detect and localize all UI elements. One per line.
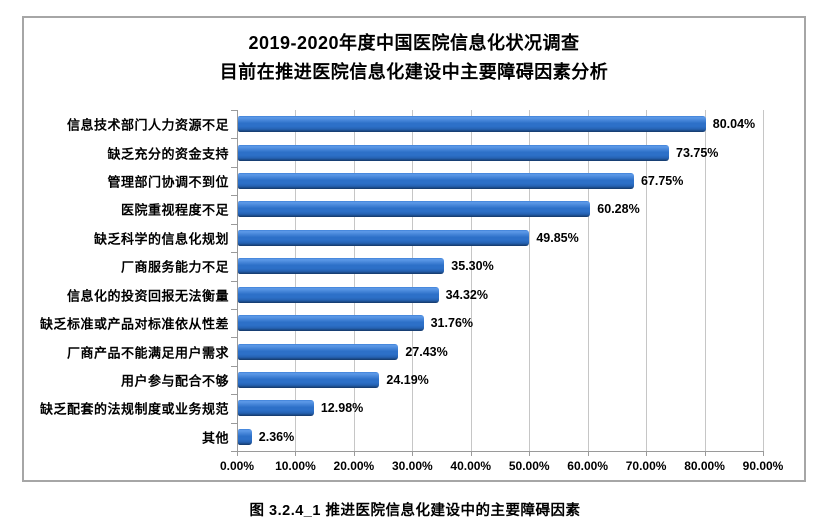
category-label: 管理部门协调不到位 (107, 174, 229, 190)
gridline (470, 110, 472, 451)
chart-title: 2019-2020年度中国医院信息化状况调查 目前在推进医院信息化建设中主要障碍… (24, 29, 804, 87)
value-label: 27.43% (405, 344, 448, 359)
bar-row: 信息化的投资回报无法衡量 34.32% (67, 281, 763, 309)
bar-row: 用户参与配合不够 24.19% (121, 366, 763, 394)
figure-caption: 图 3.2.4_1 推进医院信息化建设中的主要障碍因素 (249, 503, 581, 519)
category-label: 用户参与配合不够 (120, 373, 229, 389)
x-tick-mark (353, 451, 355, 456)
y-tick-mark (231, 223, 237, 225)
bar-row: 缺乏配套的法规制度或业务规范 12.98% (40, 394, 763, 422)
chart-frame: 2019-2020年度中国医院信息化状况调查 目前在推进医院信息化建设中主要障碍… (22, 16, 806, 482)
x-tick-mark (470, 451, 472, 456)
value-label: 73.75% (676, 145, 719, 160)
value-label: 49.85% (536, 230, 579, 245)
bar-row: 缺乏充分的资金支持 73.75% (107, 138, 763, 166)
bar (238, 116, 706, 133)
gridline (704, 110, 706, 451)
y-tick-mark (231, 422, 237, 424)
category-label: 医院重视程度不足 (120, 202, 229, 218)
bar (238, 371, 380, 388)
value-label: 60.28% (597, 202, 640, 217)
bar (238, 286, 439, 303)
chart-title-line1: 2019-2020年度中国医院信息化状况调查 (248, 33, 580, 53)
bar-row: 其他 2.36% (202, 423, 763, 451)
value-label: 12.98% (320, 401, 364, 416)
value-label: 24.19% (386, 372, 429, 387)
value-label: 80.04% (712, 117, 756, 132)
y-tick-mark (231, 138, 237, 140)
bar (238, 428, 252, 445)
y-tick-mark (231, 252, 237, 254)
x-tick-mark (237, 451, 238, 456)
x-tick-label: 70.00% (625, 459, 667, 473)
y-tick-mark (231, 308, 237, 310)
category-label: 缺乏科学的信息化规划 (93, 231, 229, 247)
bar (238, 173, 634, 190)
gridline (295, 110, 297, 451)
y-tick-mark (231, 394, 237, 396)
bar (238, 144, 670, 161)
bar (238, 400, 314, 417)
y-tick-mark (231, 451, 237, 452)
y-axis-line (237, 110, 238, 451)
category-label: 其他 (201, 430, 229, 446)
category-label: 缺乏标准或产品对标准依从性差 (39, 316, 229, 332)
bar (238, 343, 399, 360)
bar (238, 229, 530, 246)
x-tick-label: 80.00% (684, 459, 725, 473)
bar (238, 201, 591, 218)
x-tick-label: 90.00% (742, 459, 784, 473)
plot-area: 0.00% 10.00% 20.00% 30.00% 40.00% 50.00% 60.00… (40, 110, 783, 473)
category-label: 信息化的投资回报无法衡量 (66, 288, 229, 304)
bar-row: 厂商产品不能满足用户需求 27.43% (67, 337, 763, 365)
gridline (353, 110, 355, 451)
x-tick-label: 10.00% (275, 459, 316, 473)
bar-row: 缺乏标准或产品对标准依从性差 31.76% (40, 309, 763, 337)
bar-row: 缺乏科学的信息化规划 49.85% (94, 224, 763, 252)
category-label: 缺乏充分的资金支持 (107, 146, 229, 162)
bar (238, 315, 424, 332)
x-tick-mark (763, 451, 764, 456)
x-tick-label: 60.00% (567, 459, 608, 473)
x-tick-label: 20.00% (333, 459, 375, 473)
bar (238, 258, 445, 275)
gridline (646, 110, 648, 451)
x-axis-line (237, 451, 764, 452)
x-tick-label: 0.00% (219, 459, 255, 473)
y-tick-mark (231, 337, 237, 339)
x-tick-label: 40.00% (450, 459, 492, 473)
y-tick-mark (231, 110, 237, 111)
value-label: 35.30% (451, 259, 494, 274)
x-tick-mark (295, 451, 297, 456)
gridline (529, 110, 531, 451)
x-tick-label: 30.00% (391, 459, 433, 473)
gridline (412, 110, 414, 451)
bar-row: 管理部门协调不到位 67.75% (107, 167, 763, 195)
y-tick-mark (231, 280, 237, 282)
x-tick-mark (412, 451, 414, 456)
gridline (587, 110, 589, 451)
y-tick-mark (231, 195, 237, 197)
category-label: 厂商产品不能满足用户需求 (66, 345, 229, 361)
y-tick-mark (231, 166, 237, 168)
bar-row: 厂商服务能力不足 35.30% (121, 252, 763, 280)
category-label: 缺乏配套的法规制度或业务规范 (39, 401, 229, 417)
value-label: 2.36% (258, 429, 295, 444)
y-tick-mark (231, 365, 237, 367)
x-tick-mark (529, 451, 531, 456)
bar-row: 医院重视程度不足 60.28% (121, 195, 763, 223)
x-tick-mark (587, 451, 589, 456)
x-tick-mark (704, 451, 706, 456)
bar-row: 信息技术部门人力资源不足 80.04% (67, 110, 763, 138)
value-label: 34.32% (445, 287, 488, 302)
value-label: 67.75% (640, 174, 684, 189)
x-tick-label: 50.00% (508, 459, 550, 473)
category-label: 厂商服务能力不足 (120, 259, 229, 275)
gridline (763, 110, 764, 451)
x-tick-mark (646, 451, 648, 456)
chart-title-line2: 目前在推进医院信息化建设中主要障碍因素分析 (219, 62, 609, 82)
value-label: 31.76% (430, 316, 474, 331)
category-label: 信息技术部门人力资源不足 (66, 117, 229, 133)
